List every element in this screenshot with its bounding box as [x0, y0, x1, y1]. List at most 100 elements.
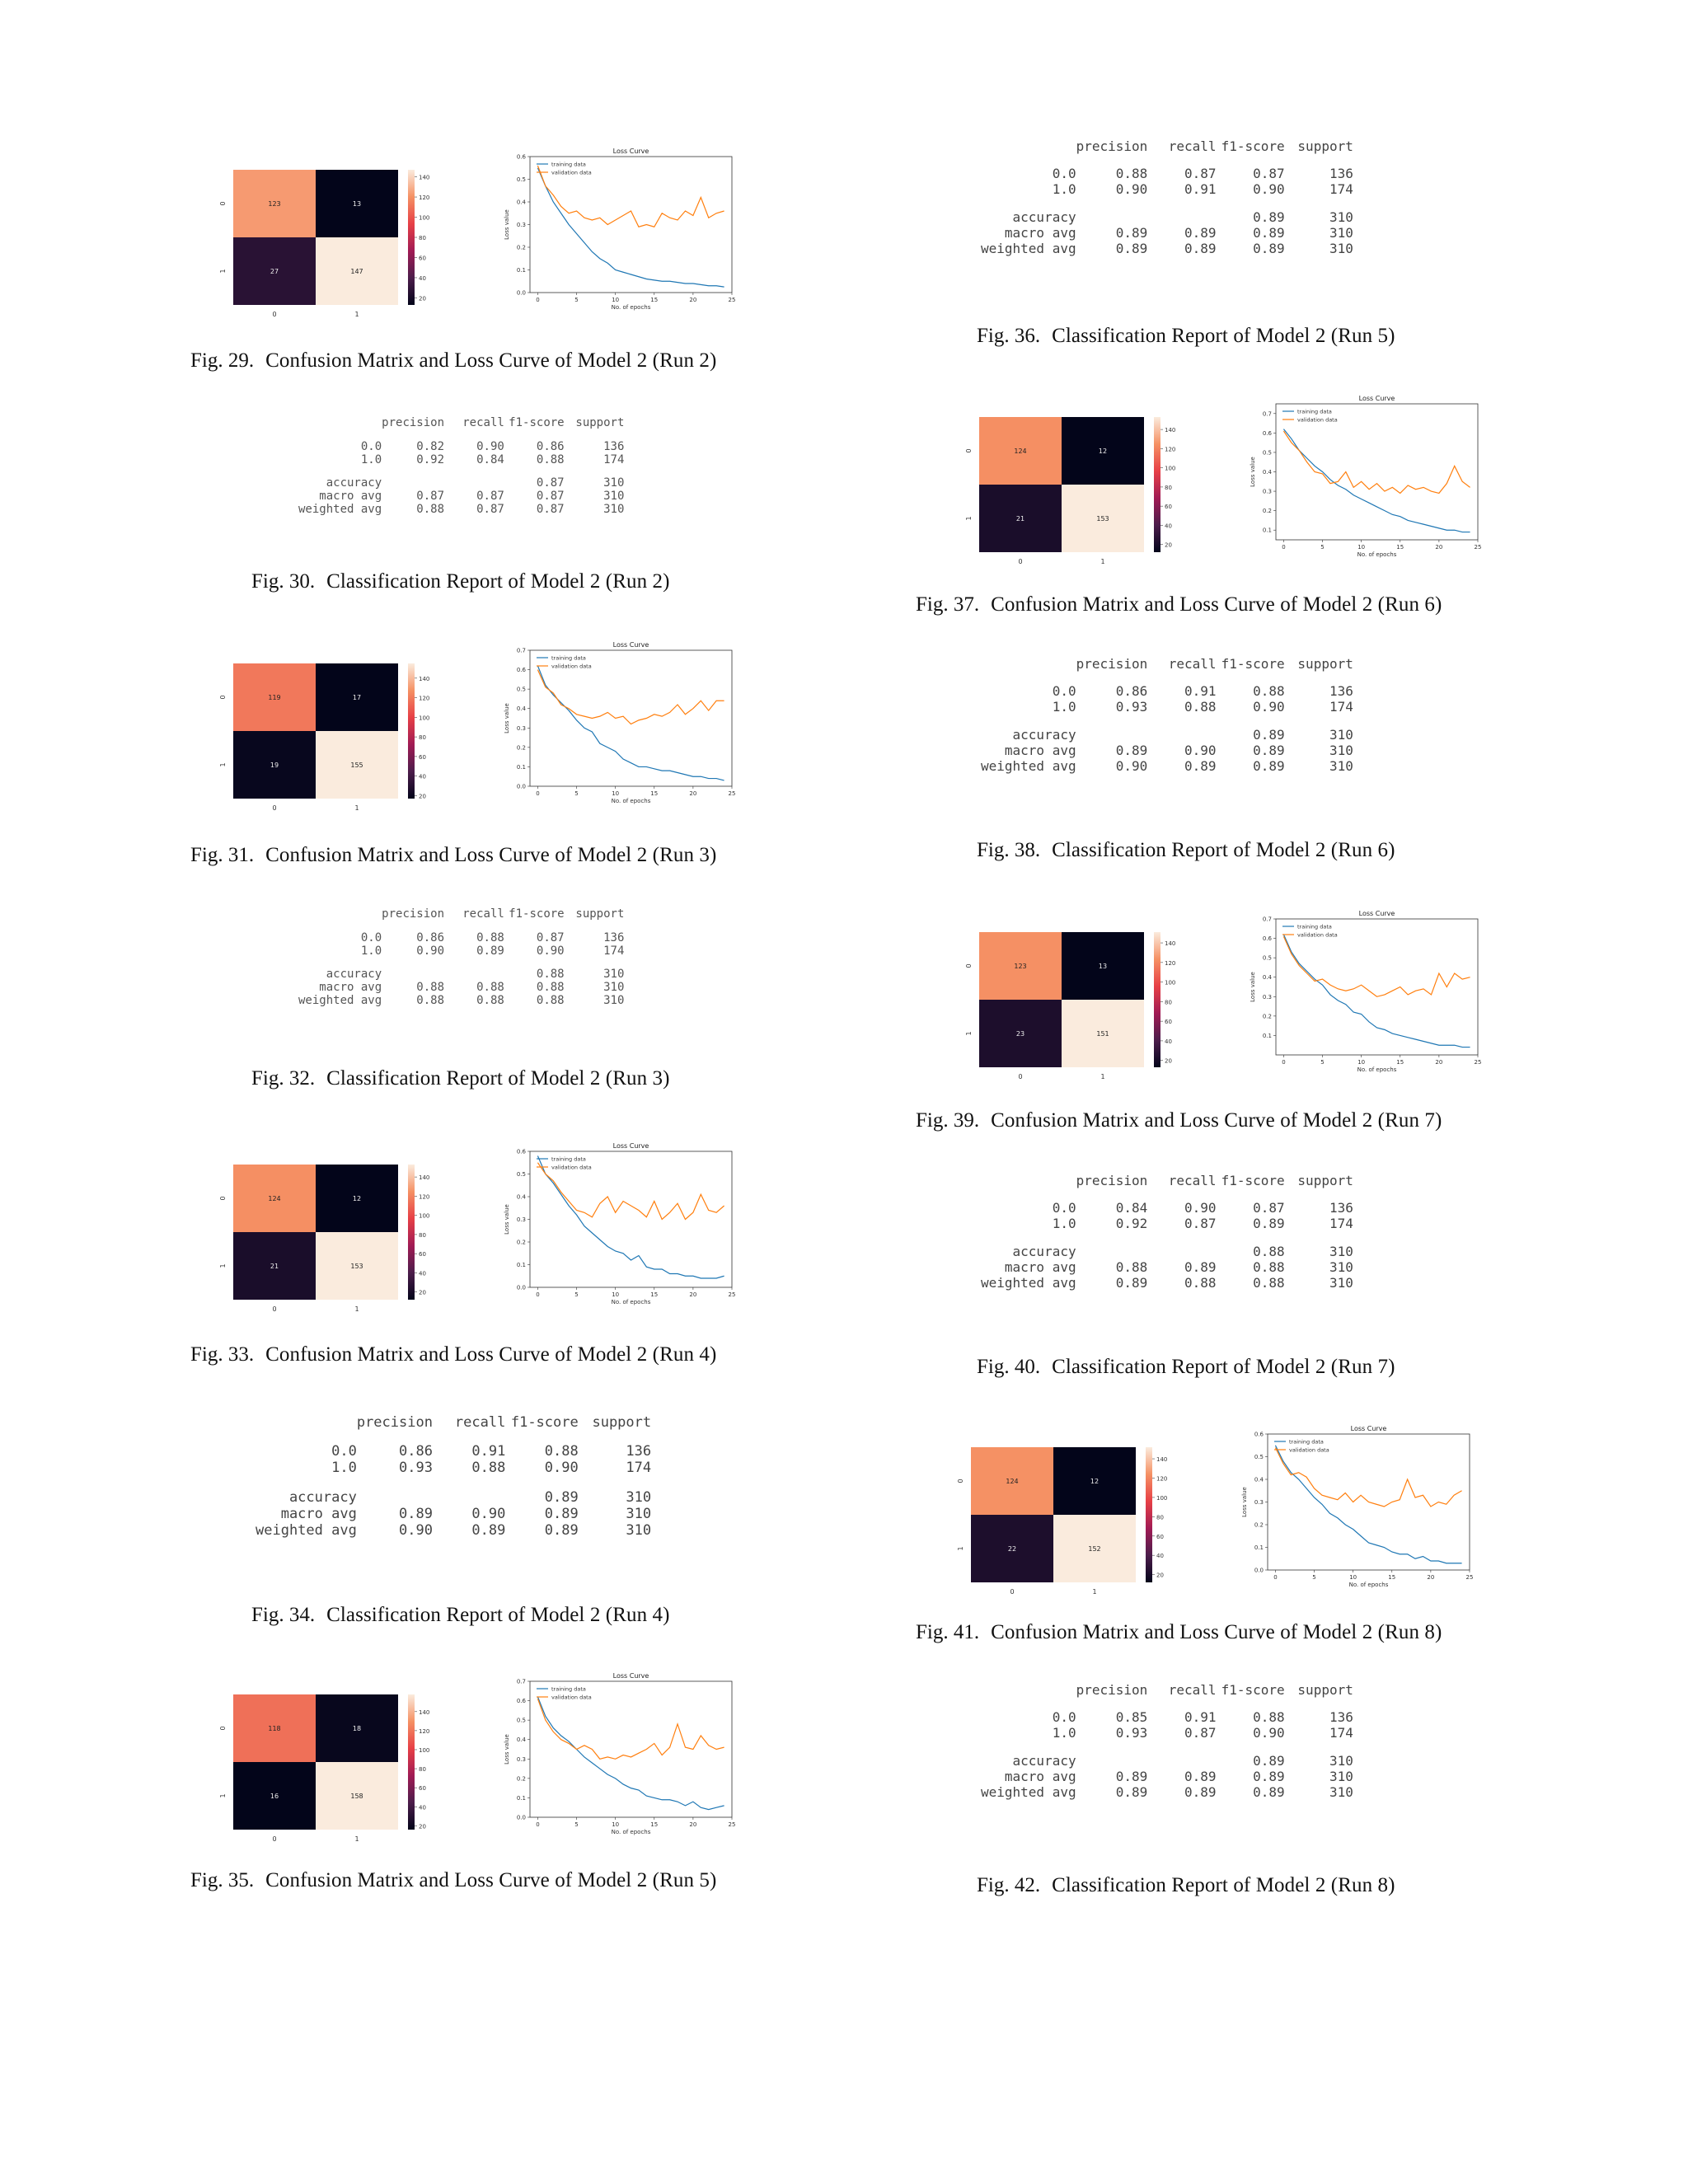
heatmap-cell	[971, 1515, 1053, 1582]
report-header-f1-score: f1-score	[510, 1414, 579, 1431]
report-row-label: 0.0	[360, 930, 382, 944]
report-row: weighted avg 0.90 0.89 0.89 310	[981, 758, 1353, 774]
report-cell: 0.89	[1184, 1783, 1217, 1800]
figure-39: 123 13 23 151 0 1 0 1 20 40 60 80 100 120 140 Loss Curv…	[948, 901, 1500, 1082]
report-fig42: precision recall f1-score support 0.0 0.85 0.9…	[981, 1682, 1353, 1800]
heatmap-row-label: 0	[219, 201, 227, 205]
report-spacer	[981, 197, 1353, 209]
report-row: macro avg 0.89 0.89 0.89 310	[981, 225, 1353, 241]
x-tick-label: 25	[729, 1291, 736, 1298]
y-tick-label: 0.0	[517, 290, 526, 297]
report-header-support: support	[1297, 1682, 1353, 1698]
heatmap-cell-value: 21	[1016, 515, 1025, 523]
report-row: 0.0 0.86 0.88 0.87 136	[298, 930, 625, 944]
heatmap-cell-value: 158	[350, 1793, 363, 1800]
report-cell: 0.89	[1253, 240, 1285, 256]
y-tick-label: 0.4	[1263, 469, 1273, 476]
x-tick-label: 5	[1312, 1574, 1315, 1581]
report-cell: 0.88	[1253, 1243, 1285, 1259]
x-tick-label: 20	[1435, 1059, 1442, 1066]
report-spacer-cell	[981, 672, 1076, 683]
legend-entry: training data	[551, 1156, 586, 1163]
legend-entry: validation data	[1297, 932, 1338, 939]
report-cell: 0.90	[536, 944, 565, 958]
loss-plot-frame	[529, 649, 733, 787]
report-cell: 0.93	[399, 1460, 433, 1477]
classification-report-table: precision recall f1-score support 0.0 0.86 0.9…	[981, 656, 1353, 774]
report-cell: 0.88	[476, 994, 504, 1008]
y-tick-label: 0.5	[1263, 449, 1272, 456]
report-cell: 0.88	[476, 981, 504, 995]
report-row-label: macro avg	[319, 490, 382, 504]
report-cell: 310	[603, 981, 625, 995]
fig-caption-text: Confusion Matrix and Loss Curve of Model…	[265, 844, 717, 866]
x-tick-label: 10	[1357, 1059, 1365, 1066]
heatmap-row-label: 1	[965, 1031, 973, 1035]
heatmap-cell	[1062, 485, 1144, 552]
report-row-label: 1.0	[331, 1460, 357, 1477]
y-tick-label: 0.1	[517, 1262, 526, 1268]
x-tick-label: 0	[1282, 544, 1285, 551]
fig-caption-text: Confusion Matrix and Loss Curve of Model…	[991, 593, 1442, 616]
y-tick-label: 0.5	[517, 1718, 526, 1724]
report-cell: 0.89	[1253, 742, 1285, 758]
heatmap-cell	[233, 1694, 316, 1762]
classification-report-table: precision recall f1-score support 0.0 0.84 0.9…	[981, 1173, 1353, 1291]
report-row: accuracy 0.88 310	[981, 1244, 1353, 1259]
heatmap-row-label: 0	[219, 1196, 227, 1200]
loss-plot-frame	[529, 1680, 733, 1818]
report-row-label: accuracy	[326, 968, 382, 982]
x-axis-label: No. of epochs	[1357, 1066, 1397, 1073]
fig-number: Fig. 35.	[190, 1869, 255, 1891]
colorbar-tick-label: 100	[1156, 1495, 1167, 1502]
colorbar-tick-label: 20	[419, 1823, 426, 1830]
classification-report-table: precision recall f1-score support 0.0 0.86 0.9…	[256, 1414, 651, 1539]
report-cell: 0.85	[1115, 1709, 1148, 1726]
heatmap-col-label: 0	[272, 1305, 276, 1313]
caption-fig32: Fig. 32. Classification Report of Model 2…	[251, 1067, 670, 1090]
report-cell: 0.87	[536, 930, 565, 944]
report-header-support: support	[575, 907, 625, 921]
fig-number: Fig. 41.	[916, 1621, 980, 1643]
x-tick-label: 5	[574, 1821, 578, 1828]
heatmap-cell-value: 17	[353, 694, 361, 701]
report-cell: 174	[1329, 181, 1353, 198]
caption-fig36: Fig. 36. Classification Report of Model 2…	[977, 325, 1395, 348]
colorbar-tick-label: 40	[419, 275, 426, 282]
report-row-label: 0.0	[1052, 1709, 1076, 1726]
figure-41: 124 12 22 152 0 1 0 1 20 40 60 80 100 120 140 Loss Curv…	[940, 1416, 1492, 1597]
report-cell: 0.91	[1184, 1709, 1217, 1726]
heatmap-cell	[316, 731, 398, 799]
report-cell: 0.89	[1253, 209, 1285, 225]
report-row: macro avg 0.89 0.90 0.89 310	[256, 1506, 651, 1522]
report-cell: 0.89	[1253, 224, 1285, 241]
colorbar-tick-label: 20	[419, 295, 426, 302]
heatmap-cell-value: 155	[350, 762, 363, 769]
report-spacer-cell	[298, 466, 382, 477]
loss-plot-title: Loss Curve	[613, 1672, 649, 1680]
report-spacer	[298, 958, 624, 968]
caption-fig37: Fig. 37. Confusion Matrix and Loss Curve …	[916, 593, 1442, 616]
report-cell: 0.89	[1115, 224, 1148, 241]
heatmap-cell-value: 153	[1096, 515, 1109, 523]
fig-number: Fig. 39.	[916, 1109, 980, 1132]
report-row: 0.0 0.85 0.91 0.88 136	[981, 1709, 1353, 1725]
heatmap-cell	[1062, 932, 1144, 1000]
fig-number: Fig. 36.	[977, 325, 1041, 347]
report-cell: 0.90	[399, 1521, 433, 1539]
y-tick-label: 0.4	[1254, 1477, 1264, 1483]
x-tick-label: 10	[1349, 1574, 1357, 1581]
report-cell: 174	[1329, 699, 1353, 715]
report-cell: 0.86	[1115, 683, 1148, 700]
x-axis-label: No. of epochs	[1357, 551, 1397, 558]
caption-fig42: Fig. 42. Classification Report of Model 2…	[977, 1874, 1395, 1897]
fig-number: Fig. 38.	[977, 839, 1041, 861]
heatmap-col-label: 1	[1100, 558, 1104, 565]
report-row: 1.0 0.93 0.88 0.90 174	[981, 699, 1353, 715]
report-header-recall: recall	[1168, 1682, 1217, 1698]
report-cell: 0.88	[416, 994, 445, 1008]
report-cell: 0.87	[536, 476, 565, 490]
report-spacer	[981, 1698, 1353, 1709]
heatmap-cell-value: 19	[270, 762, 279, 769]
report-row: 1.0 0.92 0.84 0.88 174	[298, 453, 625, 466]
